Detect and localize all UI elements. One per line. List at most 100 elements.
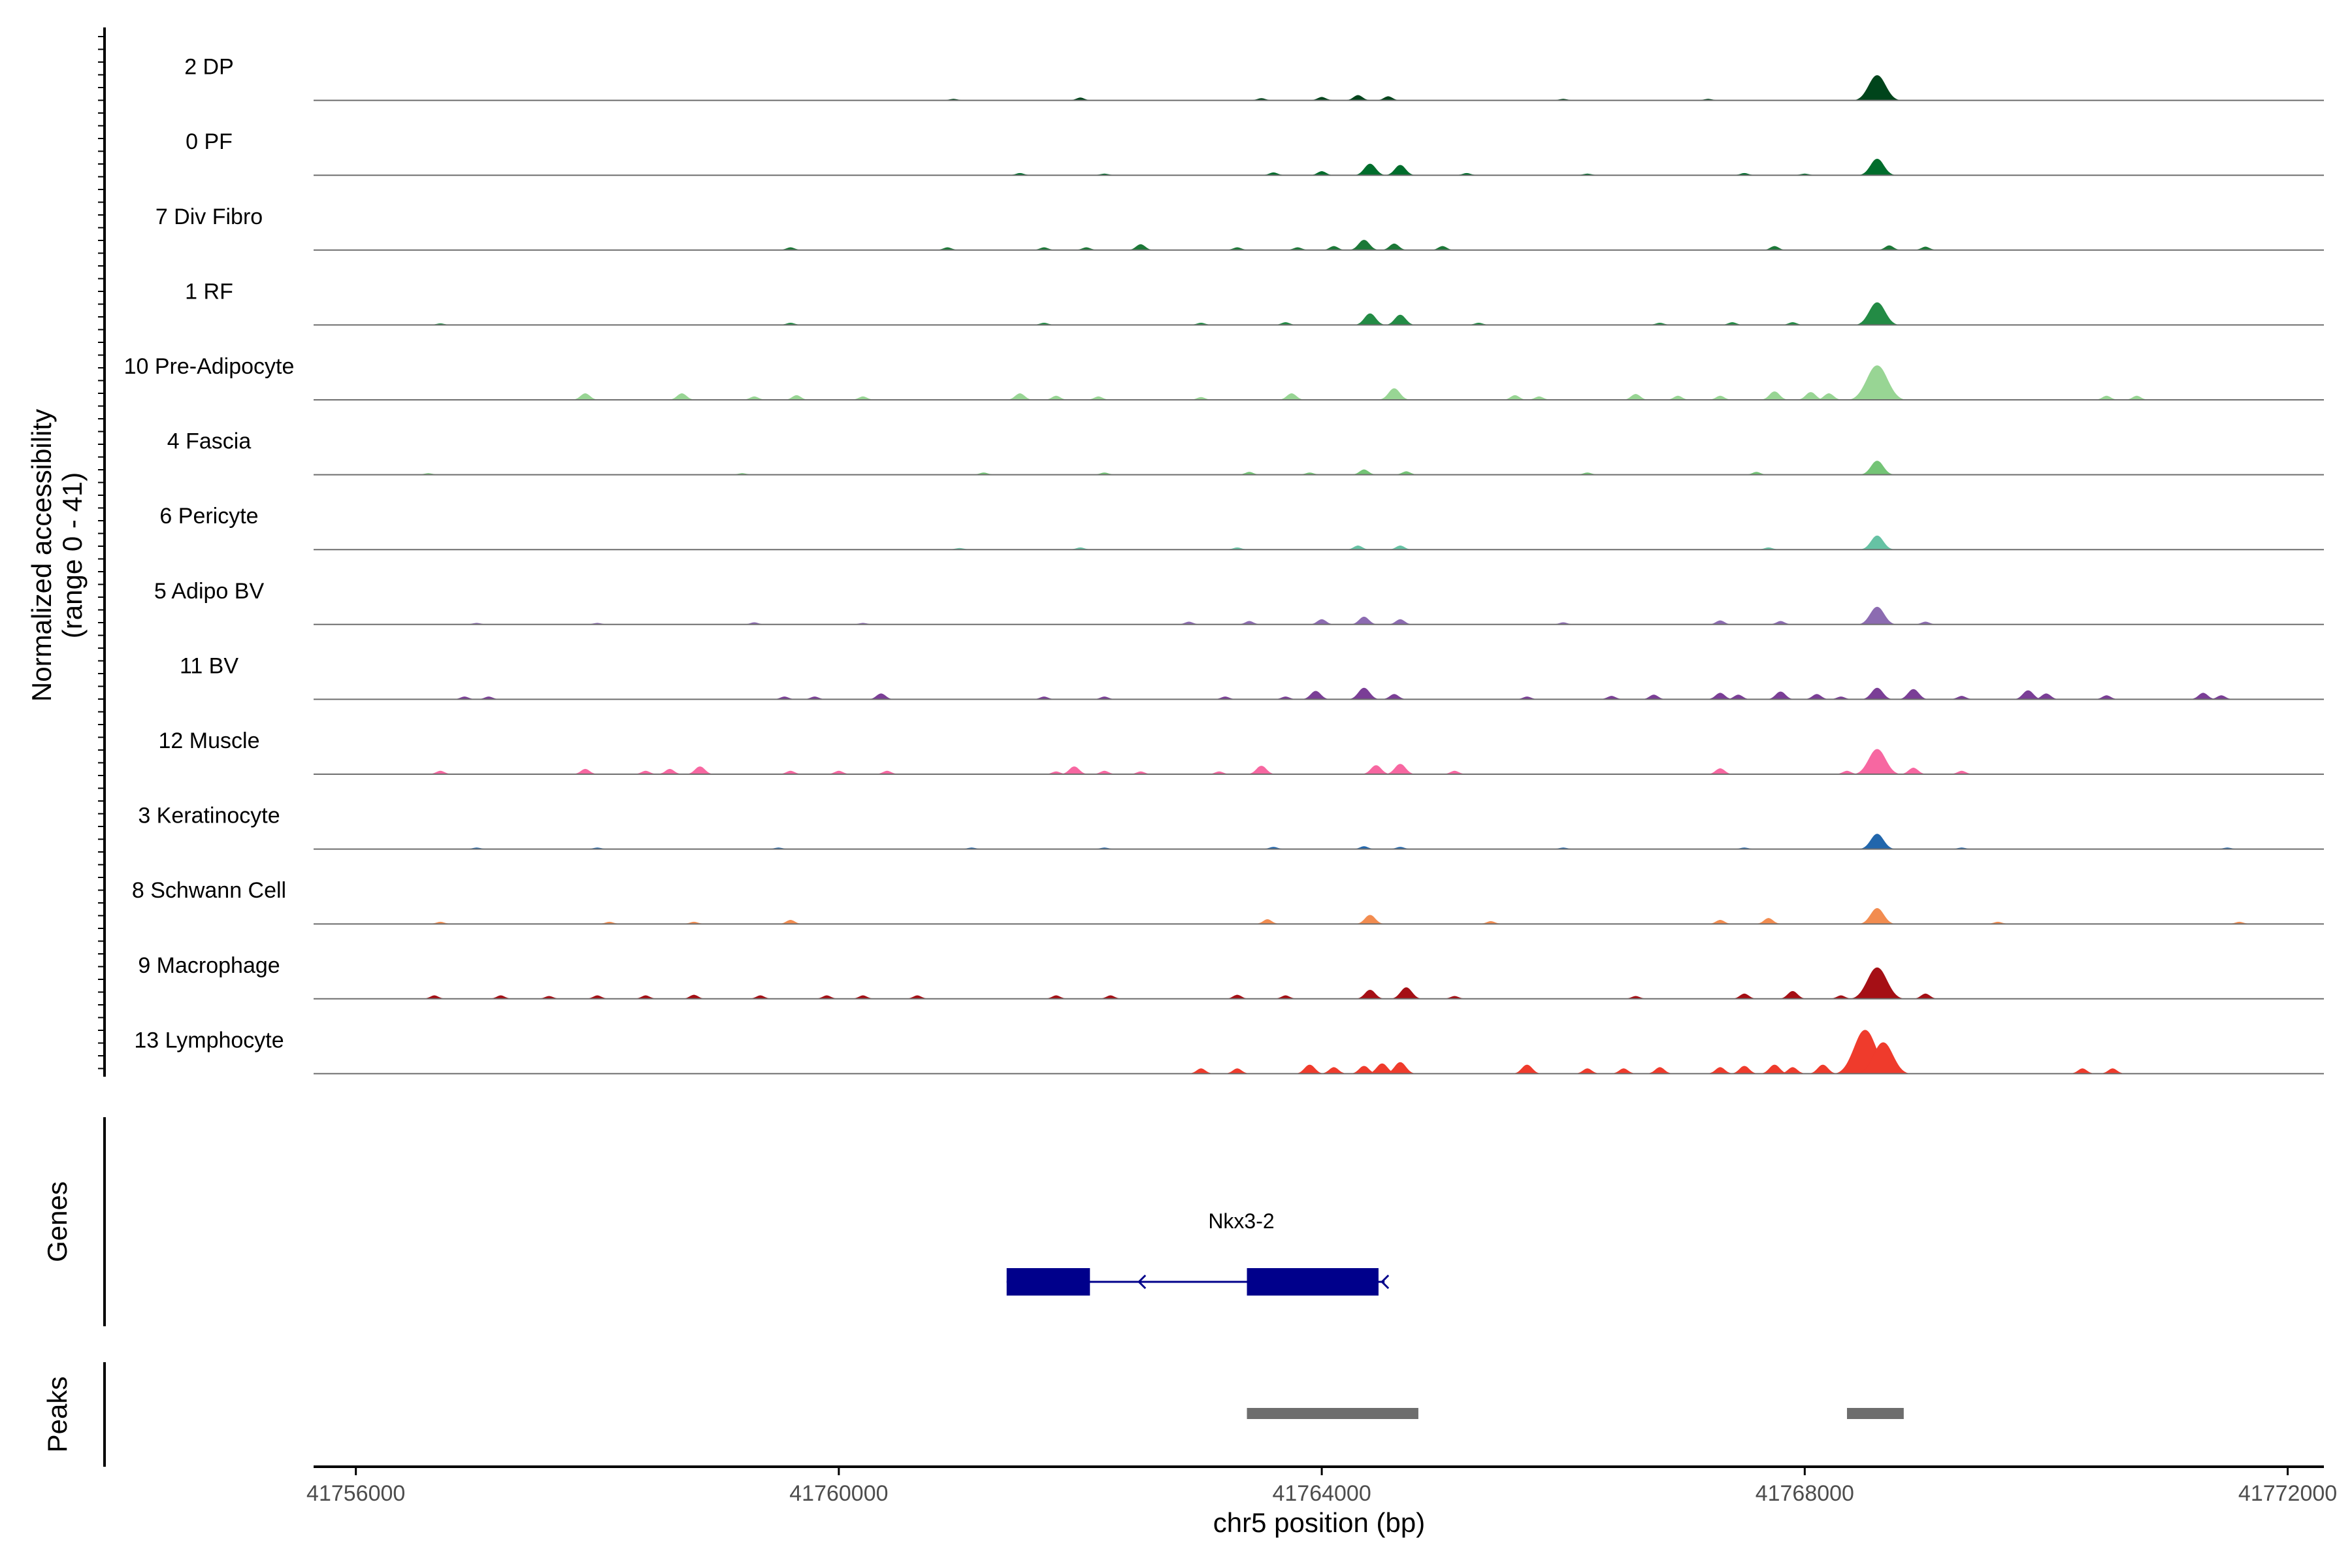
coverage-peak xyxy=(1858,158,1896,176)
track-label: 7 Div Fibro xyxy=(155,204,263,229)
coverage-peak xyxy=(657,768,682,775)
coverage-peak xyxy=(1913,993,1938,1000)
coverage-peak xyxy=(1860,461,1895,476)
coverage-peak xyxy=(1356,915,1384,924)
coverage-peak xyxy=(1859,907,1896,924)
coverage-peak xyxy=(2100,1068,2125,1074)
coverage-peak xyxy=(2033,693,2059,700)
coverage-peak xyxy=(1385,764,1416,775)
coverage-peak xyxy=(572,393,598,400)
coverage-peak xyxy=(1855,1042,1910,1074)
coverage-peak xyxy=(1384,1062,1416,1074)
coverage-peak xyxy=(1362,765,1391,775)
coverage-tracks: 2 DP 0 PF 7 Div Fibro 1 RF 10 Pre-Adipocyte 4… xyxy=(124,55,2324,1075)
coverage-peak xyxy=(1732,993,1757,1000)
coverage-peak xyxy=(1382,694,1407,700)
track-label: 5 Adipo BV xyxy=(154,579,265,604)
strand-arrow xyxy=(1137,1274,1147,1290)
x-tick-label: 41768000 xyxy=(1756,1481,1854,1506)
gene-label: Nkx3-2 xyxy=(1208,1209,1274,1233)
coverage-peak xyxy=(1354,313,1386,325)
coverage-peak xyxy=(1611,1068,1636,1074)
coverage-peak xyxy=(686,766,714,775)
coverage-peak xyxy=(1301,691,1330,700)
track-label: 0 PF xyxy=(186,129,233,154)
x-tick-label: 41756000 xyxy=(306,1481,405,1506)
peak-regions xyxy=(1247,1408,1904,1419)
gene-Nkx3-2: Nkx3-2 xyxy=(1006,1209,1390,1296)
coverage-peak xyxy=(1279,393,1305,400)
gene-exon xyxy=(1247,1268,1379,1296)
coverage-peak xyxy=(1848,365,1906,400)
track-3: 7 Div Fibro xyxy=(155,204,2324,251)
y-axis-label: Normalized accessibility xyxy=(26,409,57,702)
peak-region xyxy=(1847,1408,1904,1419)
track-1: 2 DP xyxy=(184,55,2324,101)
coverage-peak xyxy=(573,768,598,775)
coverage-peak xyxy=(1060,766,1088,775)
y-axis-title: Normalized accessibility (range 0 - 41) xyxy=(26,409,88,702)
coverage-peak xyxy=(1295,1064,1324,1074)
coverage-peak xyxy=(1707,693,1733,700)
gene-models: Nkx3-2 xyxy=(1006,1209,1390,1296)
coverage-peak xyxy=(1385,165,1416,176)
coverage-peak xyxy=(1779,990,1806,1000)
y-axis-range-label: (range 0 - 41) xyxy=(57,472,88,638)
coverage-peak xyxy=(1808,1064,1837,1074)
track-label: 13 Lymphocyte xyxy=(134,1028,284,1053)
track-label: 2 DP xyxy=(184,55,234,80)
coverage-peak xyxy=(1321,1067,1347,1074)
genes-panel-label: Genes xyxy=(42,1181,73,1262)
coverage-peak xyxy=(1388,619,1413,625)
coverage-peak xyxy=(1128,244,1153,251)
coverage-peak xyxy=(1247,766,1275,775)
coverage-peak xyxy=(1901,767,1927,775)
track-14: 13 Lymphocyte xyxy=(134,1028,2324,1075)
track-label: 9 Macrophage xyxy=(138,953,280,978)
genes-panel: Genes Nkx3-2 xyxy=(42,1117,1390,1326)
track-9: 11 BV xyxy=(180,653,2324,700)
coverage-peak xyxy=(1707,1067,1733,1074)
coverage-peak xyxy=(1850,967,1904,1000)
coverage-peak xyxy=(669,393,695,400)
coverage-peak xyxy=(1756,918,1781,924)
coverage-peak xyxy=(1354,163,1386,176)
track-11: 3 Keratinocyte xyxy=(138,804,2324,850)
coverage-peak xyxy=(1780,1067,1806,1074)
peak-region xyxy=(1247,1408,1418,1419)
track-6: 4 Fascia xyxy=(167,429,2324,476)
coverage-peak xyxy=(1854,75,1901,101)
coverage-peak xyxy=(1708,768,1733,775)
track-label: 10 Pre-Adipocyte xyxy=(124,354,295,379)
coverage-peak xyxy=(1379,388,1410,400)
track-13: 9 Macrophage xyxy=(138,953,2324,1000)
coverage-y-axis xyxy=(98,27,106,1077)
coverage-peak xyxy=(1861,687,1893,700)
coverage-peak xyxy=(1225,1068,1250,1074)
peaks-panel: Peaks xyxy=(42,1362,1904,1467)
coverage-peak xyxy=(2014,690,2042,700)
coverage-peak xyxy=(1309,619,1334,625)
peaks-panel-label: Peaks xyxy=(42,1377,73,1453)
coverage-peak xyxy=(1647,1067,1673,1074)
coverage-peak xyxy=(1805,694,1829,700)
track-label: 12 Muscle xyxy=(159,728,260,753)
coverage-peak xyxy=(1731,1066,1758,1074)
track-label: 1 RF xyxy=(185,279,233,304)
x-axis-label: chr5 position (bp) xyxy=(1213,1507,1426,1538)
coverage-peak xyxy=(1350,616,1378,625)
coverage-peak xyxy=(1855,302,1900,325)
x-tick-label: 41760000 xyxy=(789,1481,888,1506)
coverage-peak xyxy=(1346,95,1370,101)
x-tick-label: 41772000 xyxy=(2238,1481,2337,1506)
x-axis: 41756000 41760000 41764000 41768000 41772000 xyxy=(306,1465,2337,1506)
coverage-peak xyxy=(1381,243,1407,251)
coverage-peak xyxy=(1859,834,1895,850)
coverage-peak xyxy=(1512,1064,1542,1074)
track-12: 8 Schwann Cell xyxy=(132,878,2324,925)
track-10: 12 Muscle xyxy=(159,728,2324,775)
gene-exon xyxy=(1006,1268,1090,1296)
coverage-peak xyxy=(1816,393,1842,400)
track-7: 6 Pericyte xyxy=(159,504,2324,551)
